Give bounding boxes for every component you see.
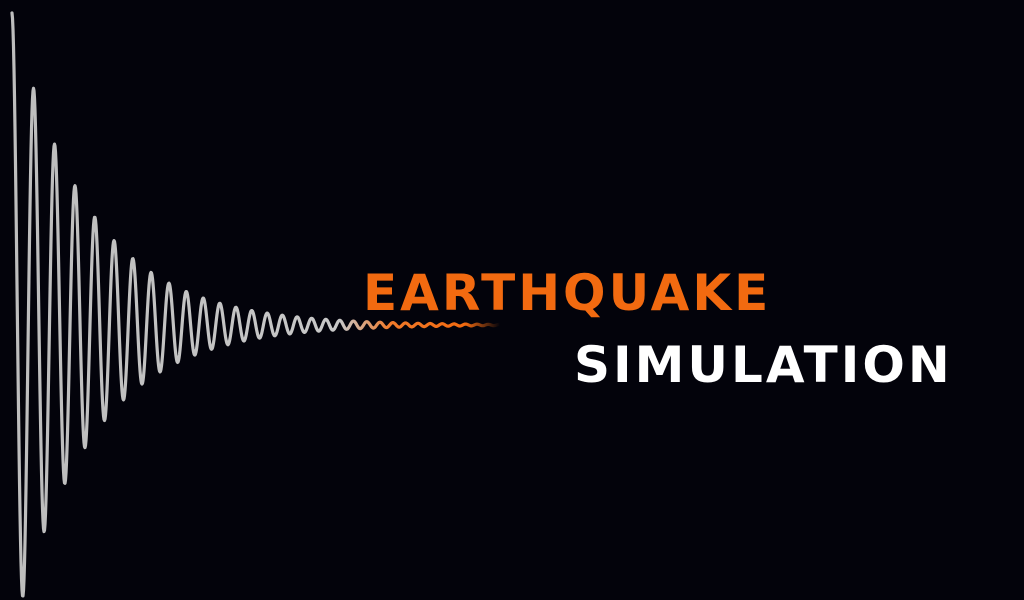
title-earthquake: EARTHQUAKE bbox=[363, 264, 772, 322]
wave-line bbox=[10, 11, 502, 598]
title-simulation: SIMULATION bbox=[574, 336, 953, 394]
